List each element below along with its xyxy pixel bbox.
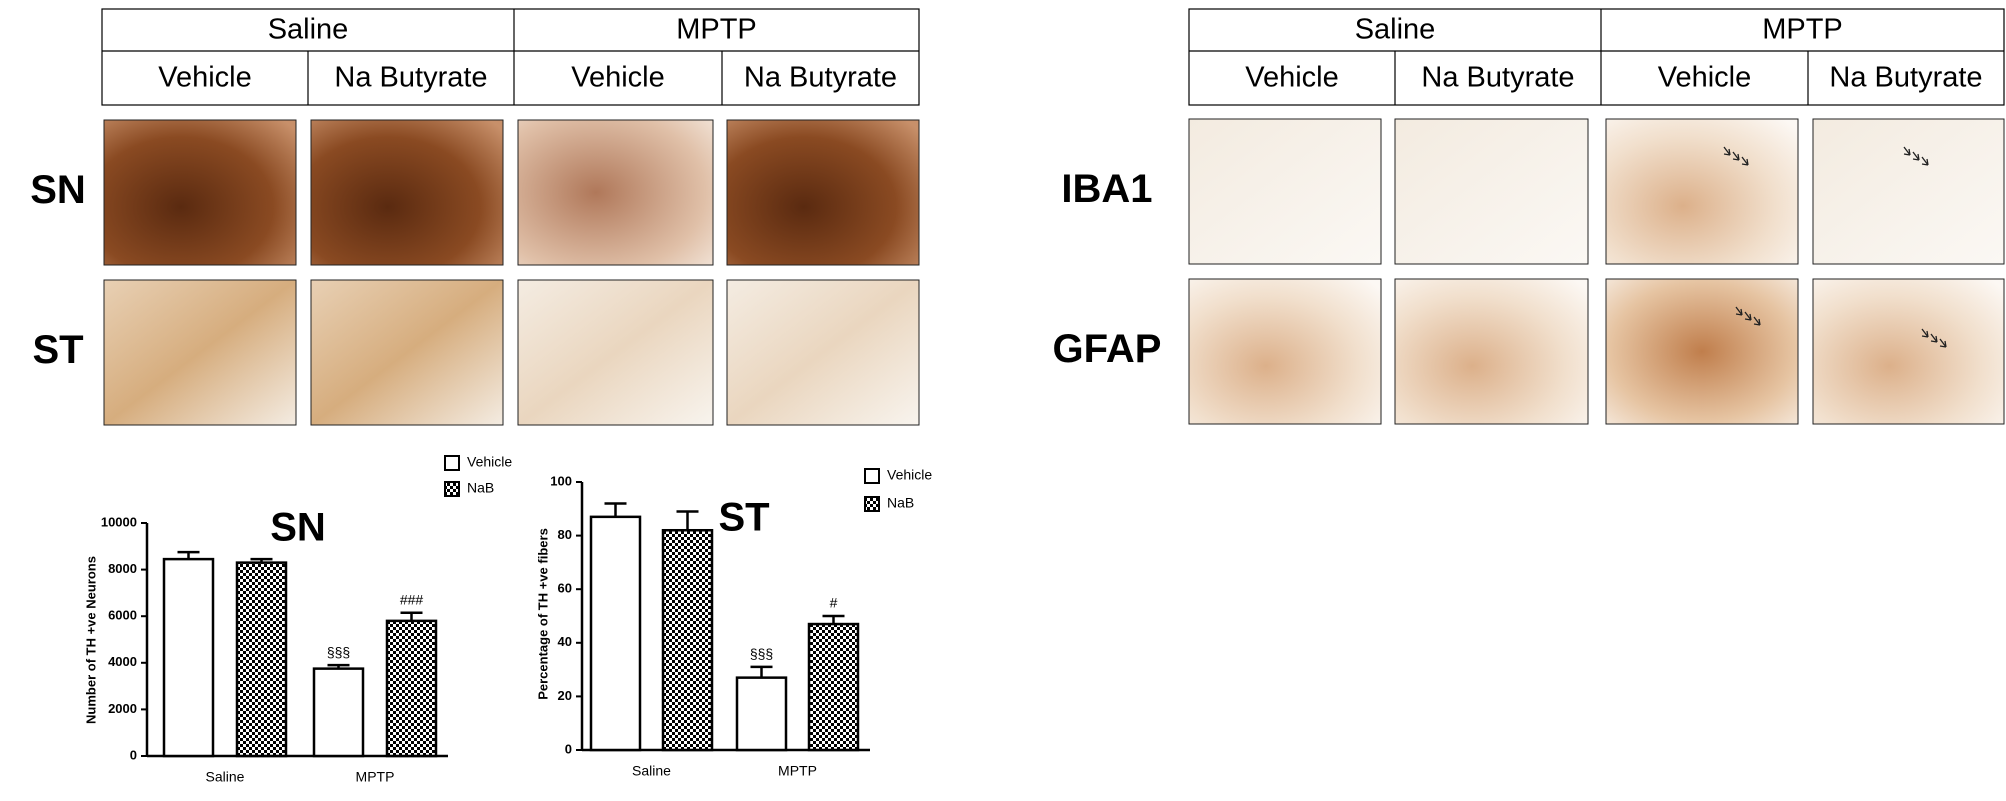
micrograph <box>1394 278 1589 425</box>
micrograph <box>517 119 714 266</box>
row-label: IBA1 <box>1061 167 1152 211</box>
arrow-marker <box>1930 333 1938 343</box>
bar <box>661 528 714 752</box>
x-tick-label: MPTP <box>356 769 395 785</box>
significance-label: §§§ <box>327 644 350 660</box>
arrow-marker <box>1921 156 1929 166</box>
header-frame <box>1188 8 2005 106</box>
micrograph <box>517 279 714 426</box>
legend-label: Vehicle <box>887 467 932 483</box>
y-tick-label: 80 <box>558 527 572 542</box>
header-frame <box>101 8 920 106</box>
bar <box>312 667 365 758</box>
micrograph <box>1605 278 1799 425</box>
x-tick-label: Saline <box>206 769 245 785</box>
arrow-marker <box>1744 311 1752 321</box>
y-axis-label: Percentage of TH +ve fibers <box>535 528 550 700</box>
legend-label: Vehicle <box>467 454 512 470</box>
y-tick-label: 40 <box>558 634 572 649</box>
micrograph <box>1394 118 1589 265</box>
condition-header: Na Butyrate <box>1421 62 1574 94</box>
legend-swatch <box>864 468 880 484</box>
significance-label: §§§ <box>750 646 773 662</box>
micrograph <box>1605 118 1799 265</box>
y-tick-label: 2000 <box>108 701 137 716</box>
condition-header: Vehicle <box>158 62 252 94</box>
y-tick-label: 100 <box>550 473 572 488</box>
condition-header: Vehicle <box>571 62 665 94</box>
y-axis-label: Number of TH +ve Neurons <box>83 556 98 724</box>
legend-swatch <box>864 496 880 512</box>
group-header: Saline <box>268 14 349 46</box>
bar <box>235 561 288 758</box>
significance-label: ### <box>400 591 424 607</box>
row-label: SN <box>30 168 86 212</box>
micrograph <box>1812 118 2005 265</box>
micrograph <box>1188 278 1382 425</box>
micrograph <box>103 279 297 426</box>
condition-header: Na Butyrate <box>744 62 897 94</box>
y-tick-label: 6000 <box>108 608 137 623</box>
condition-header: Na Butyrate <box>1829 62 1982 94</box>
arrow-marker <box>1732 151 1740 161</box>
bar <box>589 515 642 752</box>
significance-label: # <box>830 595 838 611</box>
arrow-marker <box>1735 306 1743 316</box>
legend-label: NaB <box>467 480 494 496</box>
chart-title: SN <box>270 506 326 550</box>
bar <box>162 557 215 758</box>
y-tick-label: 8000 <box>108 561 137 576</box>
group-header: MPTP <box>676 14 757 46</box>
arrow-marker <box>1741 156 1749 166</box>
legend-swatch <box>444 481 460 497</box>
chart-title: ST <box>718 496 769 540</box>
bar <box>385 619 438 758</box>
legend-swatch <box>444 455 460 471</box>
micrograph <box>1188 118 1382 265</box>
arrow-marker <box>1939 338 1947 348</box>
legend-label: NaB <box>887 495 914 511</box>
micrograph <box>726 119 920 266</box>
row-label: ST <box>32 328 83 372</box>
micrograph <box>310 279 504 426</box>
y-tick-label: 60 <box>558 581 572 596</box>
row-label: GFAP <box>1053 327 1162 371</box>
arrow-marker <box>1912 151 1920 161</box>
y-tick-label: 0 <box>565 741 572 756</box>
y-tick-label: 10000 <box>101 514 137 529</box>
arrow-marker <box>1723 146 1731 156</box>
condition-header: Vehicle <box>1658 62 1752 94</box>
micrograph <box>310 119 504 266</box>
bar <box>735 676 788 752</box>
arrow-marker <box>1753 316 1761 326</box>
arrow-marker <box>1921 328 1929 338</box>
group-header: Saline <box>1355 14 1436 46</box>
condition-header: Na Butyrate <box>334 62 487 94</box>
x-tick-label: MPTP <box>778 763 817 779</box>
micrograph <box>1812 278 2005 425</box>
y-tick-label: 4000 <box>108 654 137 669</box>
arrow-marker <box>1903 146 1911 156</box>
x-tick-label: Saline <box>632 763 671 779</box>
bar <box>807 622 860 752</box>
y-tick-label: 0 <box>130 747 137 762</box>
micrograph <box>103 119 297 266</box>
condition-header: Vehicle <box>1245 62 1339 94</box>
y-tick-label: 20 <box>558 688 572 703</box>
micrograph <box>726 279 920 426</box>
group-header: MPTP <box>1762 14 1843 46</box>
